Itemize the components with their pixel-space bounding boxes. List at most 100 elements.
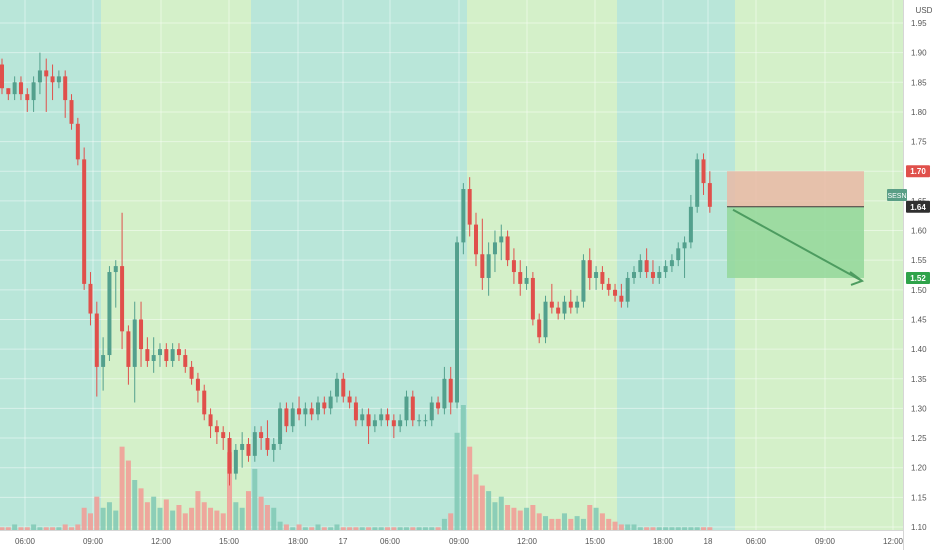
candle[interactable]	[562, 295, 567, 320]
candle-body[interactable]	[492, 242, 497, 255]
candle-body[interactable]	[568, 301, 573, 308]
candle-body[interactable]	[518, 272, 523, 284]
candle-body[interactable]	[195, 378, 200, 391]
candle-body[interactable]	[31, 82, 36, 101]
candle[interactable]	[461, 183, 466, 255]
candle-body[interactable]	[562, 301, 567, 314]
candle[interactable]	[113, 260, 118, 308]
candle-body[interactable]	[366, 414, 371, 427]
candle[interactable]	[379, 408, 384, 427]
candle[interactable]	[385, 408, 390, 427]
candle-body[interactable]	[6, 88, 11, 95]
candle[interactable]	[480, 218, 485, 290]
candle-body[interactable]	[644, 260, 649, 273]
candle-body[interactable]	[322, 402, 327, 409]
candle[interactable]	[594, 266, 599, 290]
candle-body[interactable]	[189, 366, 194, 379]
candle[interactable]	[613, 283, 618, 302]
candle-body[interactable]	[391, 420, 396, 427]
candle[interactable]	[587, 248, 592, 290]
candle-body[interactable]	[657, 272, 662, 278]
candle-body[interactable]	[183, 355, 188, 367]
candle-body[interactable]	[663, 266, 668, 273]
candle-body[interactable]	[145, 349, 150, 361]
candle-body[interactable]	[353, 402, 358, 421]
candle[interactable]	[82, 147, 87, 290]
candle-body[interactable]	[486, 254, 491, 278]
candle[interactable]	[183, 349, 188, 373]
candle[interactable]	[448, 366, 453, 415]
candle[interactable]	[316, 396, 320, 421]
candle[interactable]	[252, 426, 257, 462]
candle-body[interactable]	[221, 432, 226, 439]
candle[interactable]	[701, 153, 706, 195]
candle[interactable]	[37, 52, 42, 95]
candle[interactable]	[227, 432, 232, 486]
candle-body[interactable]	[132, 319, 137, 367]
time-axis[interactable]: 06:00 09:00 12:00 15:00 18:00 17 06:00 09:00 12:…	[0, 530, 904, 550]
candle[interactable]	[436, 396, 441, 415]
candle-body[interactable]	[259, 432, 264, 439]
candle[interactable]	[549, 283, 554, 314]
candle[interactable]	[669, 254, 674, 273]
candle[interactable]	[360, 408, 365, 427]
short-position-tool[interactable]	[727, 171, 865, 286]
candle-body[interactable]	[309, 408, 314, 415]
candle[interactable]	[575, 295, 580, 314]
candle-body[interactable]	[151, 355, 156, 361]
candle[interactable]	[233, 443, 238, 480]
candle[interactable]	[18, 76, 23, 101]
candle-body[interactable]	[0, 64, 4, 89]
candle-body[interactable]	[284, 408, 289, 427]
candle-body[interactable]	[158, 349, 162, 356]
candle-body[interactable]	[69, 100, 74, 124]
candle[interactable]	[467, 177, 472, 237]
candle-body[interactable]	[44, 70, 49, 77]
candle-body[interactable]	[417, 420, 422, 422]
candle[interactable]	[644, 248, 649, 278]
candle[interactable]	[120, 212, 125, 350]
candle[interactable]	[676, 242, 681, 267]
candle[interactable]	[455, 236, 460, 409]
candle[interactable]	[63, 70, 68, 118]
candle-body[interactable]	[164, 349, 169, 361]
candle-body[interactable]	[436, 402, 441, 409]
candle[interactable]	[474, 212, 478, 267]
candle[interactable]	[606, 277, 611, 296]
candle[interactable]	[88, 272, 93, 326]
candle[interactable]	[410, 390, 415, 427]
candle-body[interactable]	[682, 242, 687, 249]
candle[interactable]	[271, 438, 276, 462]
candle[interactable]	[69, 94, 74, 130]
candle[interactable]	[568, 289, 573, 314]
candle-body[interactable]	[537, 319, 542, 338]
candle[interactable]	[499, 224, 504, 261]
candle-body[interactable]	[581, 260, 586, 302]
candle[interactable]	[505, 230, 510, 267]
candle-body[interactable]	[556, 307, 561, 314]
candle-body[interactable]	[252, 432, 257, 456]
candle[interactable]	[524, 266, 529, 290]
candle-body[interactable]	[688, 206, 693, 243]
candle[interactable]	[537, 313, 542, 344]
candle[interactable]	[151, 337, 156, 373]
candle-body[interactable]	[467, 189, 472, 225]
candle[interactable]	[581, 254, 586, 308]
candle-body[interactable]	[290, 408, 295, 427]
candle[interactable]	[341, 372, 346, 403]
candle[interactable]	[600, 266, 605, 290]
candle[interactable]	[398, 414, 403, 433]
candle-body[interactable]	[511, 260, 516, 273]
candle[interactable]	[486, 242, 491, 296]
stop-loss-zone[interactable]	[727, 171, 864, 207]
candle-body[interactable]	[543, 301, 548, 338]
candle-body[interactable]	[499, 236, 504, 243]
candle[interactable]	[50, 64, 55, 101]
candle-body[interactable]	[669, 260, 674, 267]
candle[interactable]	[632, 266, 636, 284]
candle-body[interactable]	[398, 420, 403, 427]
candle-body[interactable]	[50, 76, 55, 83]
candle[interactable]	[518, 260, 523, 296]
candle-body[interactable]	[480, 254, 485, 278]
